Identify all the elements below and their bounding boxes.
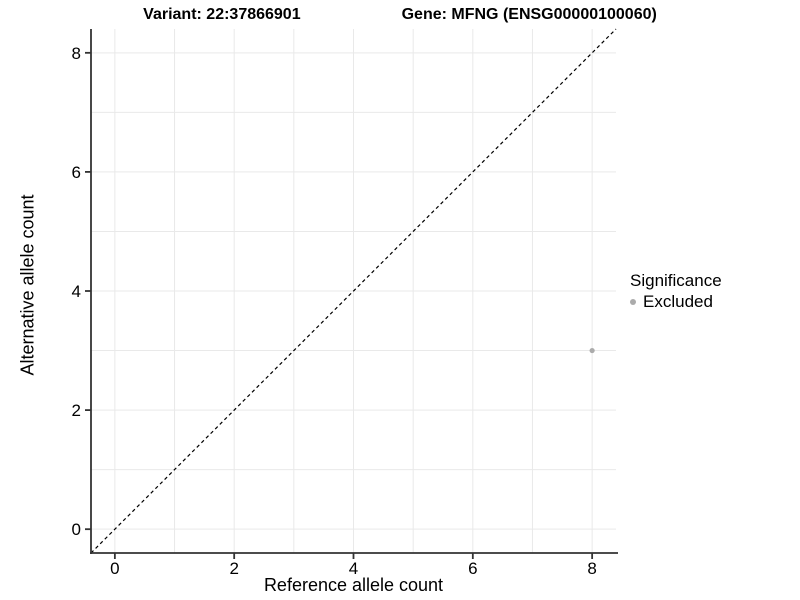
y-tick-label: 2 [72,401,81,420]
gene-title: Gene: MFNG (ENSG00000100060) [401,6,657,23]
x-axis-title: Reference allele count [263,575,444,595]
x-tick-label: 8 [587,559,596,578]
legend-title: Significance [630,271,722,290]
legend-item-excluded: Excluded [630,292,722,312]
y-tick-label: 6 [72,163,81,182]
variant-title: Variant: 22:37866901 [143,6,301,23]
x-tick-label: 0 [110,559,119,578]
y-tick-label: 4 [72,282,81,301]
x-tick-label: 2 [229,559,238,578]
y-tick-label: 0 [72,520,81,539]
x-tick-label: 6 [468,559,477,578]
identity-line [90,28,617,554]
y-axis-title: Alternative allele count [17,194,38,376]
x-tick-label: 4 [349,559,358,578]
legend-item-label: Excluded [643,292,713,311]
y-tick-label: 8 [72,44,81,63]
excluded-dot-icon [630,299,636,305]
data-point [589,347,595,354]
plot-title: Variant: 22:37866901 Gene: MFNG (ENSG000… [0,5,800,24]
legend: Significance Excluded [630,271,722,312]
